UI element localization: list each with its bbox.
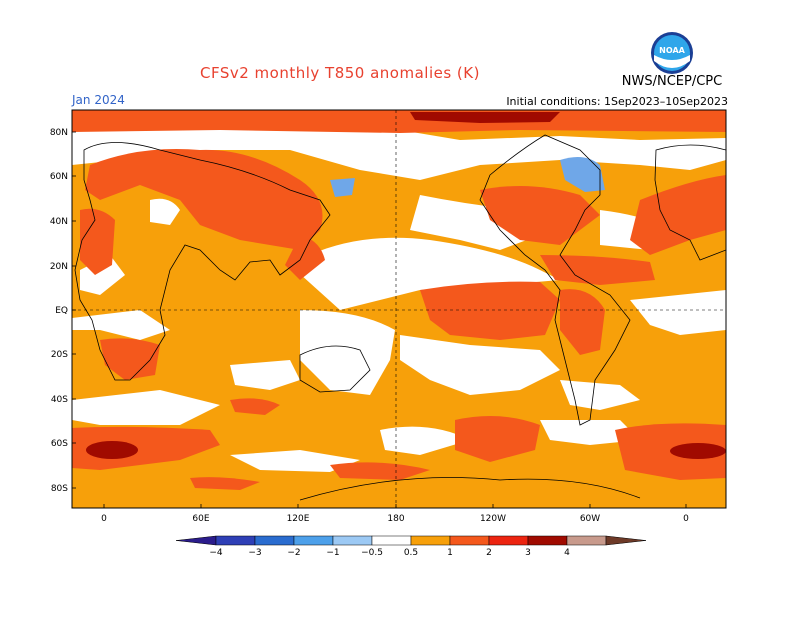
map-field xyxy=(72,110,726,508)
colorbar-label: −0.5 xyxy=(361,548,383,558)
colorbar-segment xyxy=(254,535,295,546)
colorbar-label: −3 xyxy=(248,548,261,558)
colorbar-label: 1 xyxy=(447,548,453,558)
lat-label: 40N xyxy=(50,217,68,227)
lat-label: 20S xyxy=(51,350,68,360)
coastlines xyxy=(74,134,726,501)
colorbar-label: 0.5 xyxy=(404,548,418,558)
lat-label: 40S xyxy=(51,395,68,405)
chart-title: CFSv2 monthly T850 anomalies (K) xyxy=(200,64,480,82)
lon-label: 120W xyxy=(480,514,506,524)
lon-label: 0 xyxy=(101,514,107,524)
colorbar-max-arrow xyxy=(605,535,647,546)
colorbar-min-arrow xyxy=(175,535,217,546)
colorbar-label: 2 xyxy=(486,548,492,558)
lon-label: 0 xyxy=(683,514,689,524)
colorbar-segment xyxy=(332,535,373,546)
anomaly-2-3-regions xyxy=(86,112,726,459)
colorbar-label: −2 xyxy=(287,548,300,558)
colorbar-label: 3 xyxy=(525,548,531,558)
lon-label: 60W xyxy=(580,514,600,524)
colorbar-segment xyxy=(527,535,568,546)
lat-label: 80N xyxy=(50,128,68,138)
longitude-labels: 0 60E 120E 180 120W 60W 0 xyxy=(101,504,689,524)
colorbar-segment xyxy=(566,535,607,546)
noaa-logo-text: NOAA xyxy=(659,46,685,55)
colorbar xyxy=(175,535,647,546)
lat-label: 80S xyxy=(51,484,68,494)
lat-label: 60S xyxy=(51,439,68,449)
lon-label: 60E xyxy=(192,514,209,524)
colorbar-segment xyxy=(449,535,490,546)
colorbar-label: 4 xyxy=(564,548,570,558)
anomaly-1-2-regions xyxy=(72,110,726,490)
lat-label: 60N xyxy=(50,172,68,182)
colorbar-label: −1 xyxy=(326,548,339,558)
initial-conditions: Initial conditions: 1Sep2023–10Sep2023 xyxy=(506,95,728,108)
lat-label: 20N xyxy=(50,262,68,272)
lon-label: 180 xyxy=(387,514,404,524)
lat-label: EQ xyxy=(55,306,68,316)
colorbar-segment xyxy=(293,535,334,546)
colorbar-label: −4 xyxy=(209,548,223,558)
latitude-labels: 80N 60N 40N 20N EQ 20S 40S 60S 80S xyxy=(50,128,76,494)
colorbar-segment xyxy=(488,535,529,546)
graticule xyxy=(72,110,726,508)
forecast-month: Jan 2024 xyxy=(72,93,125,107)
negative-anomaly-regions xyxy=(330,156,605,197)
colorbar-segment xyxy=(215,535,256,546)
colorbar-segment xyxy=(371,535,412,546)
map-frame xyxy=(71,109,727,509)
lon-label: 120E xyxy=(287,514,310,524)
colorbar-segment xyxy=(410,535,451,546)
near-zero-regions xyxy=(72,130,726,472)
noaa-logo: NOAA xyxy=(651,32,693,74)
colorbar-labels: −4 −3 −2 −1 −0.5 0.5 1 2 3 4 xyxy=(209,548,570,558)
agency-label: NWS/NCEP/CPC xyxy=(621,74,723,89)
